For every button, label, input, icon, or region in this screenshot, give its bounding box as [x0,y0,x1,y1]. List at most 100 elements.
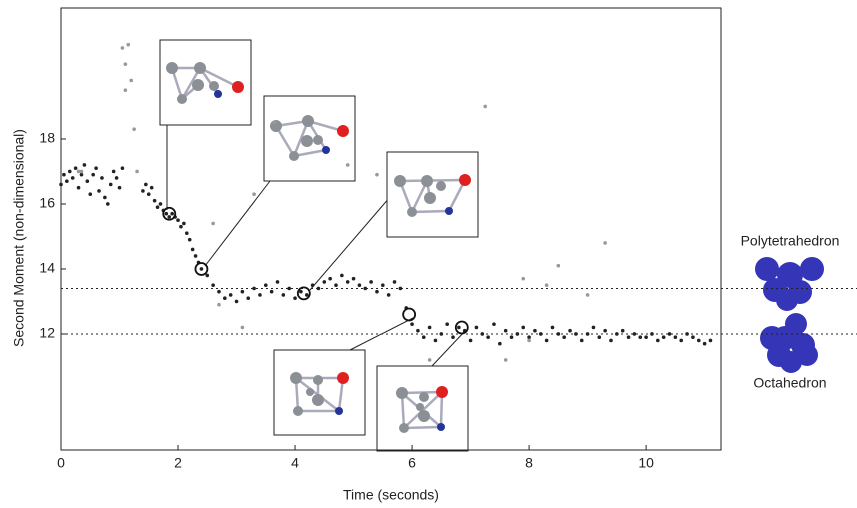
data-point [304,293,309,297]
data-point [94,166,98,171]
data-point [287,286,291,291]
data-point [445,322,449,327]
data-point [322,280,327,284]
highlight-marker [162,206,177,221]
data-point [538,332,543,336]
data-point [149,185,154,190]
data-point [211,221,215,226]
x-tick-label: 6 [408,455,416,471]
data-point [474,325,479,330]
data-point [369,280,373,284]
data-point [457,325,461,330]
data-point [275,280,280,284]
plot-frame [60,7,722,451]
data-point [97,189,101,193]
inset [386,151,479,238]
structure-insets [159,39,479,452]
data-point [673,335,678,340]
data-point [144,182,148,187]
data-point [527,338,531,343]
data-point [252,286,256,291]
data-point [381,283,385,288]
data-point [509,335,514,340]
y-tick-label: 12 [39,325,55,341]
data-point [293,296,297,301]
data-point [340,273,344,278]
data-point [433,338,438,343]
data-point [252,192,256,197]
data-point [521,325,526,330]
x-tick-label: 10 [638,455,654,471]
data-point [76,169,81,174]
data-point [299,289,303,294]
data-point [269,289,274,294]
data-point [503,328,508,333]
data-point [585,293,590,297]
data-point [82,163,87,167]
polytetrahedron-cluster [755,257,824,311]
data-point [108,182,113,187]
data-point [129,78,134,83]
data-point [62,172,66,177]
data-point [240,289,245,294]
data-point [146,192,151,197]
data-point [120,46,125,50]
x-tick-label: 0 [57,455,65,471]
data-point [100,176,104,180]
data-point [702,341,707,346]
data-point [199,267,204,271]
data-point [167,215,172,219]
data-point [375,289,379,294]
data-point [132,127,136,132]
data-point [135,169,139,174]
data-point [184,231,189,236]
data-point [176,218,180,223]
data-point [351,276,356,281]
x-tick-label: 2 [174,455,182,471]
x-tick-label: 8 [525,455,533,471]
y-tick-label: 16 [39,195,55,211]
data-point [103,195,107,200]
data-point [708,338,713,343]
data-point [579,338,584,343]
data-point [620,328,625,333]
data-point [661,335,666,340]
data-point [597,335,602,340]
data-point [120,166,125,171]
data-point [272,120,277,125]
data-point [483,104,488,109]
data-point [439,332,444,336]
leader-line [204,180,271,267]
leader-line [309,196,391,291]
data-point [615,332,619,336]
data-point [123,62,128,67]
data-point [246,296,251,301]
data-point [328,276,332,281]
x-axis-label: Time (seconds) [343,487,439,503]
data-point [656,338,660,343]
inset [273,349,366,436]
data-point [155,205,160,210]
data-point [679,338,684,343]
data-point [696,338,701,343]
data-point [228,293,233,297]
reference-label: Octahedron [753,375,826,391]
data-point [65,179,69,184]
data-point [158,202,163,206]
data-point [544,283,549,288]
data-point [398,286,403,291]
data-point [521,276,526,281]
data-point [591,325,596,330]
data-point [492,322,496,327]
data-point [117,185,122,190]
y-tick-label: 18 [39,130,55,146]
data-point [141,189,145,193]
data-point [79,172,84,177]
data-point [310,283,315,288]
data-point [638,335,643,340]
data-point [316,286,321,291]
data-point [223,296,227,301]
data-point [240,325,245,330]
data-point [480,332,485,336]
data-point [410,322,414,327]
